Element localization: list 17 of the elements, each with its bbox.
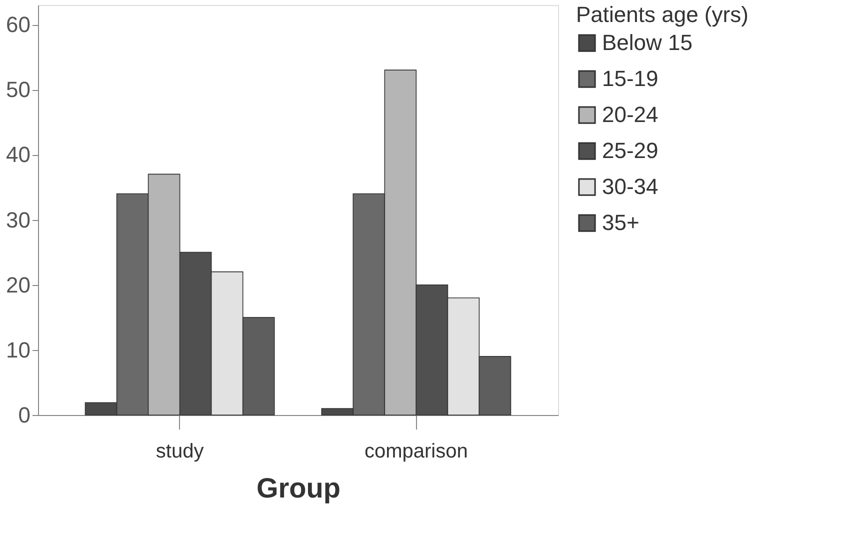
y-tick-label: 30 — [6, 207, 30, 232]
legend-label: 15-19 — [602, 66, 658, 91]
legend-label: 25-29 — [602, 138, 658, 163]
x-tick-label: comparison — [364, 440, 468, 462]
y-tick-label: 40 — [6, 142, 30, 168]
y-tick-label: 10 — [6, 337, 30, 362]
y-tick-label: 50 — [6, 77, 30, 102]
legend-label: 35+ — [602, 210, 640, 235]
legend-label: Below 15 — [602, 30, 693, 55]
y-tick-label: 0 — [18, 402, 30, 428]
legend-label: 30-34 — [602, 174, 658, 199]
legend-label: 20-24 — [602, 102, 658, 127]
y-tick-label: 20 — [6, 272, 30, 298]
legend-title: Patients age (yrs) — [576, 2, 748, 27]
x-tick-label: study — [156, 440, 204, 462]
x-axis-title: Group — [256, 472, 340, 504]
y-tick-label: 60 — [6, 12, 30, 38]
